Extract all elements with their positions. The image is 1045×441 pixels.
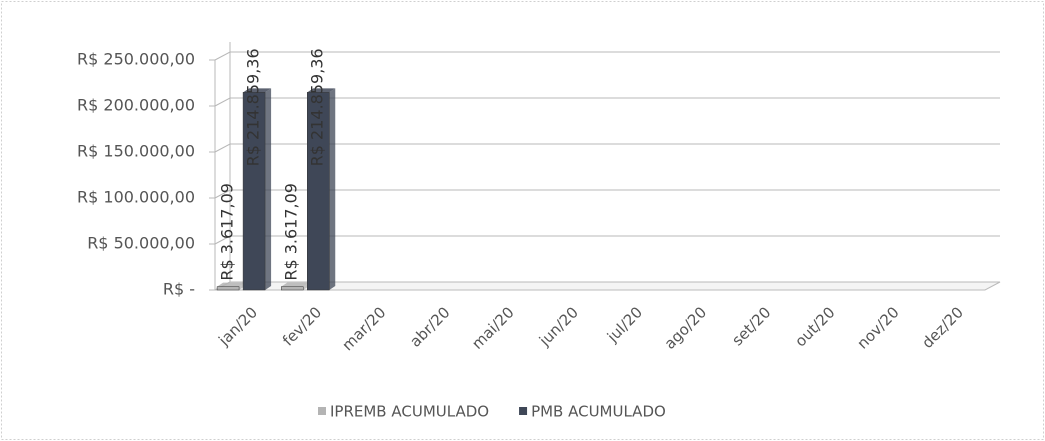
bar-top (217, 282, 246, 287)
bar-side (329, 88, 336, 290)
grid-line (214, 143, 1000, 153)
legend-swatch (318, 407, 326, 415)
y-tick-label: R$ 250.000,00 (77, 50, 195, 69)
y-tick-label: R$ 50.000,00 (87, 234, 195, 253)
data-label: R$ 3.617,09 (282, 183, 301, 281)
legend-label: PMB ACUMULADO (531, 403, 666, 421)
data-label: R$ 214.859,36 (308, 48, 327, 166)
grid-line (214, 97, 1000, 107)
grid-line (214, 235, 1000, 245)
bar-top (281, 282, 310, 287)
bar-top (243, 88, 272, 93)
data-label: R$ 3.617,09 (218, 183, 237, 281)
legend-swatch (519, 407, 528, 415)
grid-line (214, 189, 1000, 199)
bar (281, 286, 304, 291)
bar (216, 286, 240, 291)
y-tick-label: R$ 100.000,00 (77, 188, 195, 207)
grid-line (214, 51, 1000, 61)
y-tick-label: R$ 150.000,00 (77, 142, 195, 161)
data-label: R$ 214.859,36 (244, 48, 263, 166)
bar (242, 92, 266, 291)
y-tick-label: R$ 200.000,00 (77, 96, 195, 115)
bar-top (307, 88, 336, 93)
bar-side (265, 88, 272, 290)
bar (307, 92, 330, 291)
y-tick-label: R$ - (163, 280, 195, 299)
legend-label: IPREMB ACUMULADO (330, 403, 489, 421)
